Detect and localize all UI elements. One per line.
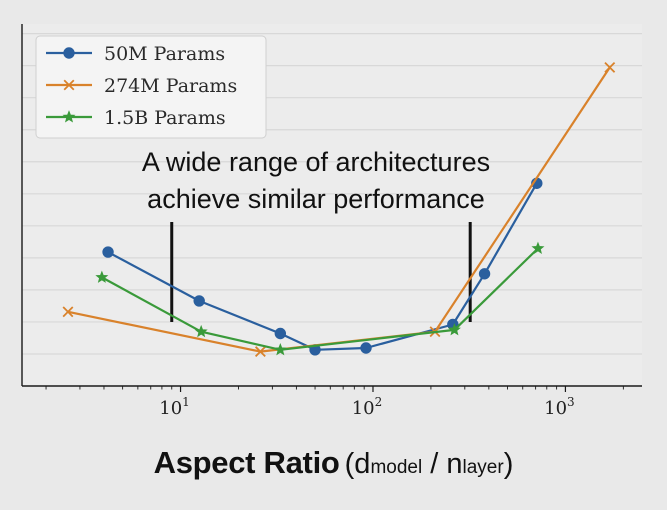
legend-box xyxy=(35,35,267,139)
data-point-circle xyxy=(274,327,287,340)
n-subscript: layer xyxy=(462,457,504,478)
data-point-star xyxy=(62,110,76,123)
paren-open: ( xyxy=(344,448,355,480)
x-axis-title: Aspect Ratio (dmodel / nlayer) xyxy=(0,445,667,481)
x-stroke xyxy=(604,62,616,73)
data-point-star xyxy=(194,324,208,338)
legend-label-274m: 274M Params xyxy=(104,75,237,97)
data-point-star xyxy=(273,342,287,356)
series-2 xyxy=(95,241,545,356)
x-axis-title-main: Aspect Ratio xyxy=(153,445,340,480)
d-subscript: model xyxy=(370,457,423,478)
data-point-x xyxy=(604,62,616,73)
x-tick-label: 103 xyxy=(544,395,575,419)
annotation-text: A wide range of architectures achieve si… xyxy=(142,147,490,214)
annotation-lines xyxy=(170,222,472,322)
x-axis-title-formula: (dmodel / nlayer) xyxy=(345,448,514,480)
data-point-star xyxy=(531,241,545,254)
axes xyxy=(21,24,642,387)
n-symbol: n xyxy=(446,448,463,480)
data-point-circle xyxy=(102,246,114,258)
legend-swatch xyxy=(46,47,92,59)
data-point-star xyxy=(447,323,461,336)
legend-label-1-5b: 1.5B Params xyxy=(104,107,226,129)
legend-swatch xyxy=(46,110,92,123)
data-point-star xyxy=(95,270,109,283)
paren-close: ) xyxy=(503,448,514,480)
x-stroke xyxy=(62,306,74,318)
series-layer xyxy=(62,62,616,358)
x-stroke xyxy=(254,346,266,358)
annotation-line-2: achieve similar performance xyxy=(147,184,485,214)
data-point-circle xyxy=(478,268,491,280)
series-0 xyxy=(102,177,543,356)
data-point-circle xyxy=(360,342,372,354)
slash: / xyxy=(422,448,447,480)
legend: 50M Params 274M Params 1.5B Params xyxy=(35,35,267,139)
x-tick-label: 102 xyxy=(352,395,383,419)
data-point-x xyxy=(63,79,75,91)
legend-label-50m: 50M Params xyxy=(104,43,225,65)
x-stroke xyxy=(63,79,75,91)
d-symbol: d xyxy=(354,448,371,480)
data-point-x xyxy=(62,306,74,318)
annotation-line-1: A wide range of architectures xyxy=(142,147,490,177)
legend-swatch xyxy=(46,79,92,91)
series-line xyxy=(107,182,538,351)
data-point-circle xyxy=(193,295,205,307)
data-point-x xyxy=(254,346,266,358)
x-ticks: 101 102 103 xyxy=(45,386,624,419)
x-tick-label: 101 xyxy=(159,395,190,419)
data-point-circle xyxy=(63,47,75,59)
